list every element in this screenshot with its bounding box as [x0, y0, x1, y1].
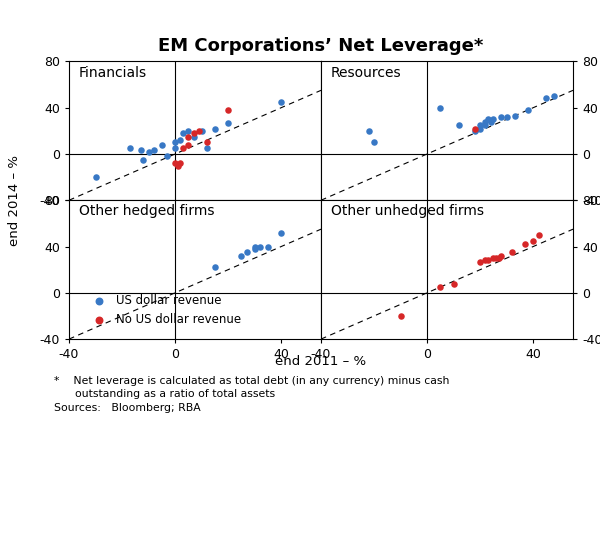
Point — [194, 127, 204, 135]
Point — [178, 144, 188, 152]
Text: outstanding as a ratio of total assets: outstanding as a ratio of total assets — [54, 389, 275, 399]
Point — [277, 229, 286, 237]
Point — [488, 115, 498, 123]
Point — [170, 144, 180, 152]
Point — [449, 279, 458, 288]
Point — [189, 129, 199, 137]
Point — [484, 115, 493, 123]
Point — [436, 104, 445, 112]
Point — [144, 147, 154, 156]
Point — [263, 242, 273, 251]
Point — [396, 312, 406, 320]
Point — [125, 144, 135, 152]
Point — [454, 121, 464, 129]
Text: Other hedged firms: Other hedged firms — [79, 205, 215, 218]
Point — [136, 146, 145, 155]
Point — [523, 106, 533, 114]
Point — [529, 237, 538, 245]
Point — [255, 242, 265, 251]
Point — [163, 152, 172, 161]
Point — [542, 94, 551, 103]
Point — [364, 127, 374, 135]
Point — [475, 124, 485, 133]
Text: Other unhedged firms: Other unhedged firms — [331, 205, 484, 218]
Point — [436, 283, 445, 292]
Point — [170, 138, 180, 147]
Point — [202, 138, 212, 147]
Point — [550, 92, 559, 100]
Point — [157, 140, 167, 149]
Point — [184, 132, 193, 141]
Point — [481, 117, 490, 126]
Text: Financials: Financials — [79, 66, 147, 80]
Text: end 2011 – %: end 2011 – % — [275, 355, 367, 368]
Point — [139, 155, 148, 164]
Point — [223, 119, 233, 127]
Point — [173, 161, 182, 170]
Point — [510, 112, 520, 120]
Point — [488, 254, 498, 262]
Text: end 2014 – %: end 2014 – % — [8, 155, 22, 246]
Point — [91, 173, 100, 182]
Point — [497, 113, 506, 121]
Text: Resources: Resources — [331, 66, 402, 80]
Point — [178, 129, 188, 137]
Point — [491, 254, 501, 262]
Point — [494, 254, 503, 262]
Point — [210, 124, 220, 133]
Text: EM Corporations’ Net Leverage*: EM Corporations’ Net Leverage* — [158, 37, 484, 56]
Point — [277, 98, 286, 106]
Point — [481, 256, 490, 265]
Point — [475, 121, 485, 129]
Point — [242, 248, 251, 257]
Point — [475, 257, 485, 266]
Point — [176, 136, 185, 144]
Point — [250, 245, 259, 253]
Point — [507, 248, 517, 257]
Point — [202, 144, 212, 152]
Point — [189, 132, 199, 141]
Text: Sources:   Bloomberg; RBA: Sources: Bloomberg; RBA — [54, 403, 201, 413]
Point — [184, 127, 193, 135]
Point — [184, 140, 193, 149]
Point — [497, 252, 506, 260]
Point — [369, 138, 379, 147]
Point — [520, 240, 530, 248]
Point — [176, 159, 185, 168]
Legend: US dollar revenue, No US dollar revenue: US dollar revenue, No US dollar revenue — [88, 294, 241, 326]
Point — [223, 106, 233, 114]
Point — [470, 124, 479, 133]
Point — [236, 252, 246, 260]
Point — [250, 242, 259, 251]
Point — [481, 121, 490, 129]
Point — [210, 263, 220, 272]
Point — [486, 117, 496, 126]
Point — [484, 256, 493, 265]
Point — [470, 127, 479, 135]
Point — [197, 127, 206, 135]
Point — [149, 146, 158, 155]
Text: *    Net leverage is calculated as total debt (in any currency) minus cash: * Net leverage is calculated as total de… — [54, 376, 449, 387]
Point — [170, 159, 180, 168]
Point — [502, 113, 511, 121]
Point — [534, 231, 544, 239]
